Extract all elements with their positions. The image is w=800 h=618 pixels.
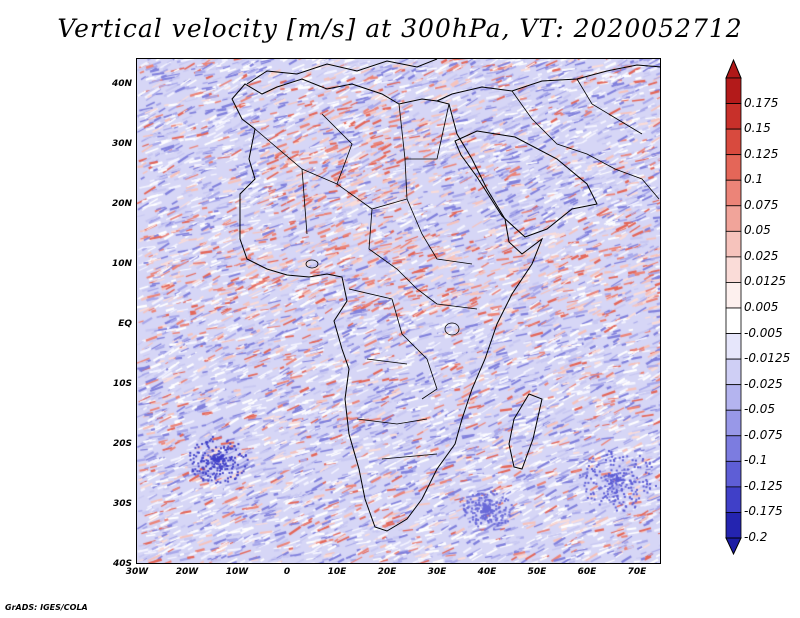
colorbar-label: -0.0125 (744, 351, 791, 366)
colorbar-swatch (725, 103, 742, 130)
lat-label: 30S (112, 499, 132, 509)
lake-chad (305, 259, 319, 269)
colorbar-label: -0.175 (744, 504, 783, 519)
colorbar-bottom-arrow (725, 537, 742, 556)
arabia-coastline (454, 130, 598, 238)
colorbar-swatch (725, 409, 742, 437)
lake-victoria (444, 322, 460, 336)
colorbar-swatch (725, 77, 742, 104)
lon-label: 0 (283, 567, 291, 577)
colorbar-top-arrow (725, 58, 742, 79)
coastlines-and-borders (231, 59, 660, 532)
colorbar-label: 0.15 (744, 121, 771, 136)
colorbar-label: 0.175 (744, 95, 779, 110)
colorbar-label: 0.05 (744, 223, 771, 238)
colorbar-label: -0.075 (744, 427, 783, 442)
colorbar-label: -0.125 (744, 478, 783, 493)
colorbar-swatch (725, 435, 742, 462)
colorbar-swatch (725, 512, 742, 539)
lat-label: 40N (111, 79, 132, 89)
lon-label: 20E (377, 567, 397, 577)
footer-credit: GrADS: IGES/COLA (5, 603, 88, 612)
asia-borders (511, 78, 660, 200)
colorbar-label: 0.005 (744, 300, 779, 314)
colorbar-swatch (725, 460, 742, 488)
colorbar-swatch (725, 230, 742, 258)
colorbar-label: 0.075 (744, 197, 779, 212)
lon-label: 30E (427, 567, 447, 577)
lon-label: 20W (175, 567, 199, 577)
map-title: Vertical velocity [m/s] at 300hPa, VT: 2… (57, 14, 743, 43)
colorbar-swatch (725, 282, 742, 309)
lon-label: 30W (125, 567, 149, 577)
vertical-velocity-map (136, 58, 661, 564)
colorbar-swatch (725, 205, 742, 232)
velocity-field-shading (137, 59, 660, 563)
colorbar-swatch (725, 256, 742, 283)
colorbar-label: 0.1 (744, 172, 764, 187)
lon-label: 40E (477, 567, 497, 577)
colorbar-label: 0.025 (744, 248, 779, 263)
africa-coastline (231, 78, 544, 532)
colorbar-label: 0.0125 (744, 274, 786, 289)
colorbar-label: -0.1 (744, 453, 768, 468)
lon-label: 10E (327, 567, 347, 577)
lat-label: EQ (118, 319, 132, 329)
europe-coastline (246, 59, 660, 102)
lat-label: 30N (111, 139, 132, 149)
colorbar-label: -0.2 (744, 530, 768, 544)
country-borders (254, 103, 478, 460)
lon-label: 10W (225, 567, 249, 577)
lat-label: 20N (111, 199, 132, 209)
colorbar (725, 58, 742, 556)
lon-label: 70E (627, 567, 647, 577)
lat-label: 20S (112, 439, 132, 449)
colorbar-label: -0.05 (744, 402, 776, 417)
lon-label: 60E (577, 567, 597, 577)
lat-label: 10S (112, 379, 132, 389)
colorbar-swatch (725, 307, 742, 334)
lat-label: 10N (111, 259, 132, 269)
colorbar-label: -0.025 (744, 376, 783, 391)
colorbar-swatch (725, 333, 742, 360)
colorbar-label: -0.005 (744, 325, 783, 340)
colorbar-swatch (725, 486, 742, 513)
colorbar-label: 0.125 (744, 146, 779, 161)
colorbar-swatch (725, 128, 742, 156)
colorbar-swatch (725, 358, 742, 386)
lon-label: 50E (527, 567, 547, 577)
colorbar-swatch (725, 154, 742, 181)
madagascar-coastline (508, 393, 543, 470)
colorbar-swatch (725, 384, 742, 411)
colorbar-swatch (725, 179, 742, 207)
lat-label: 40S (112, 559, 132, 569)
